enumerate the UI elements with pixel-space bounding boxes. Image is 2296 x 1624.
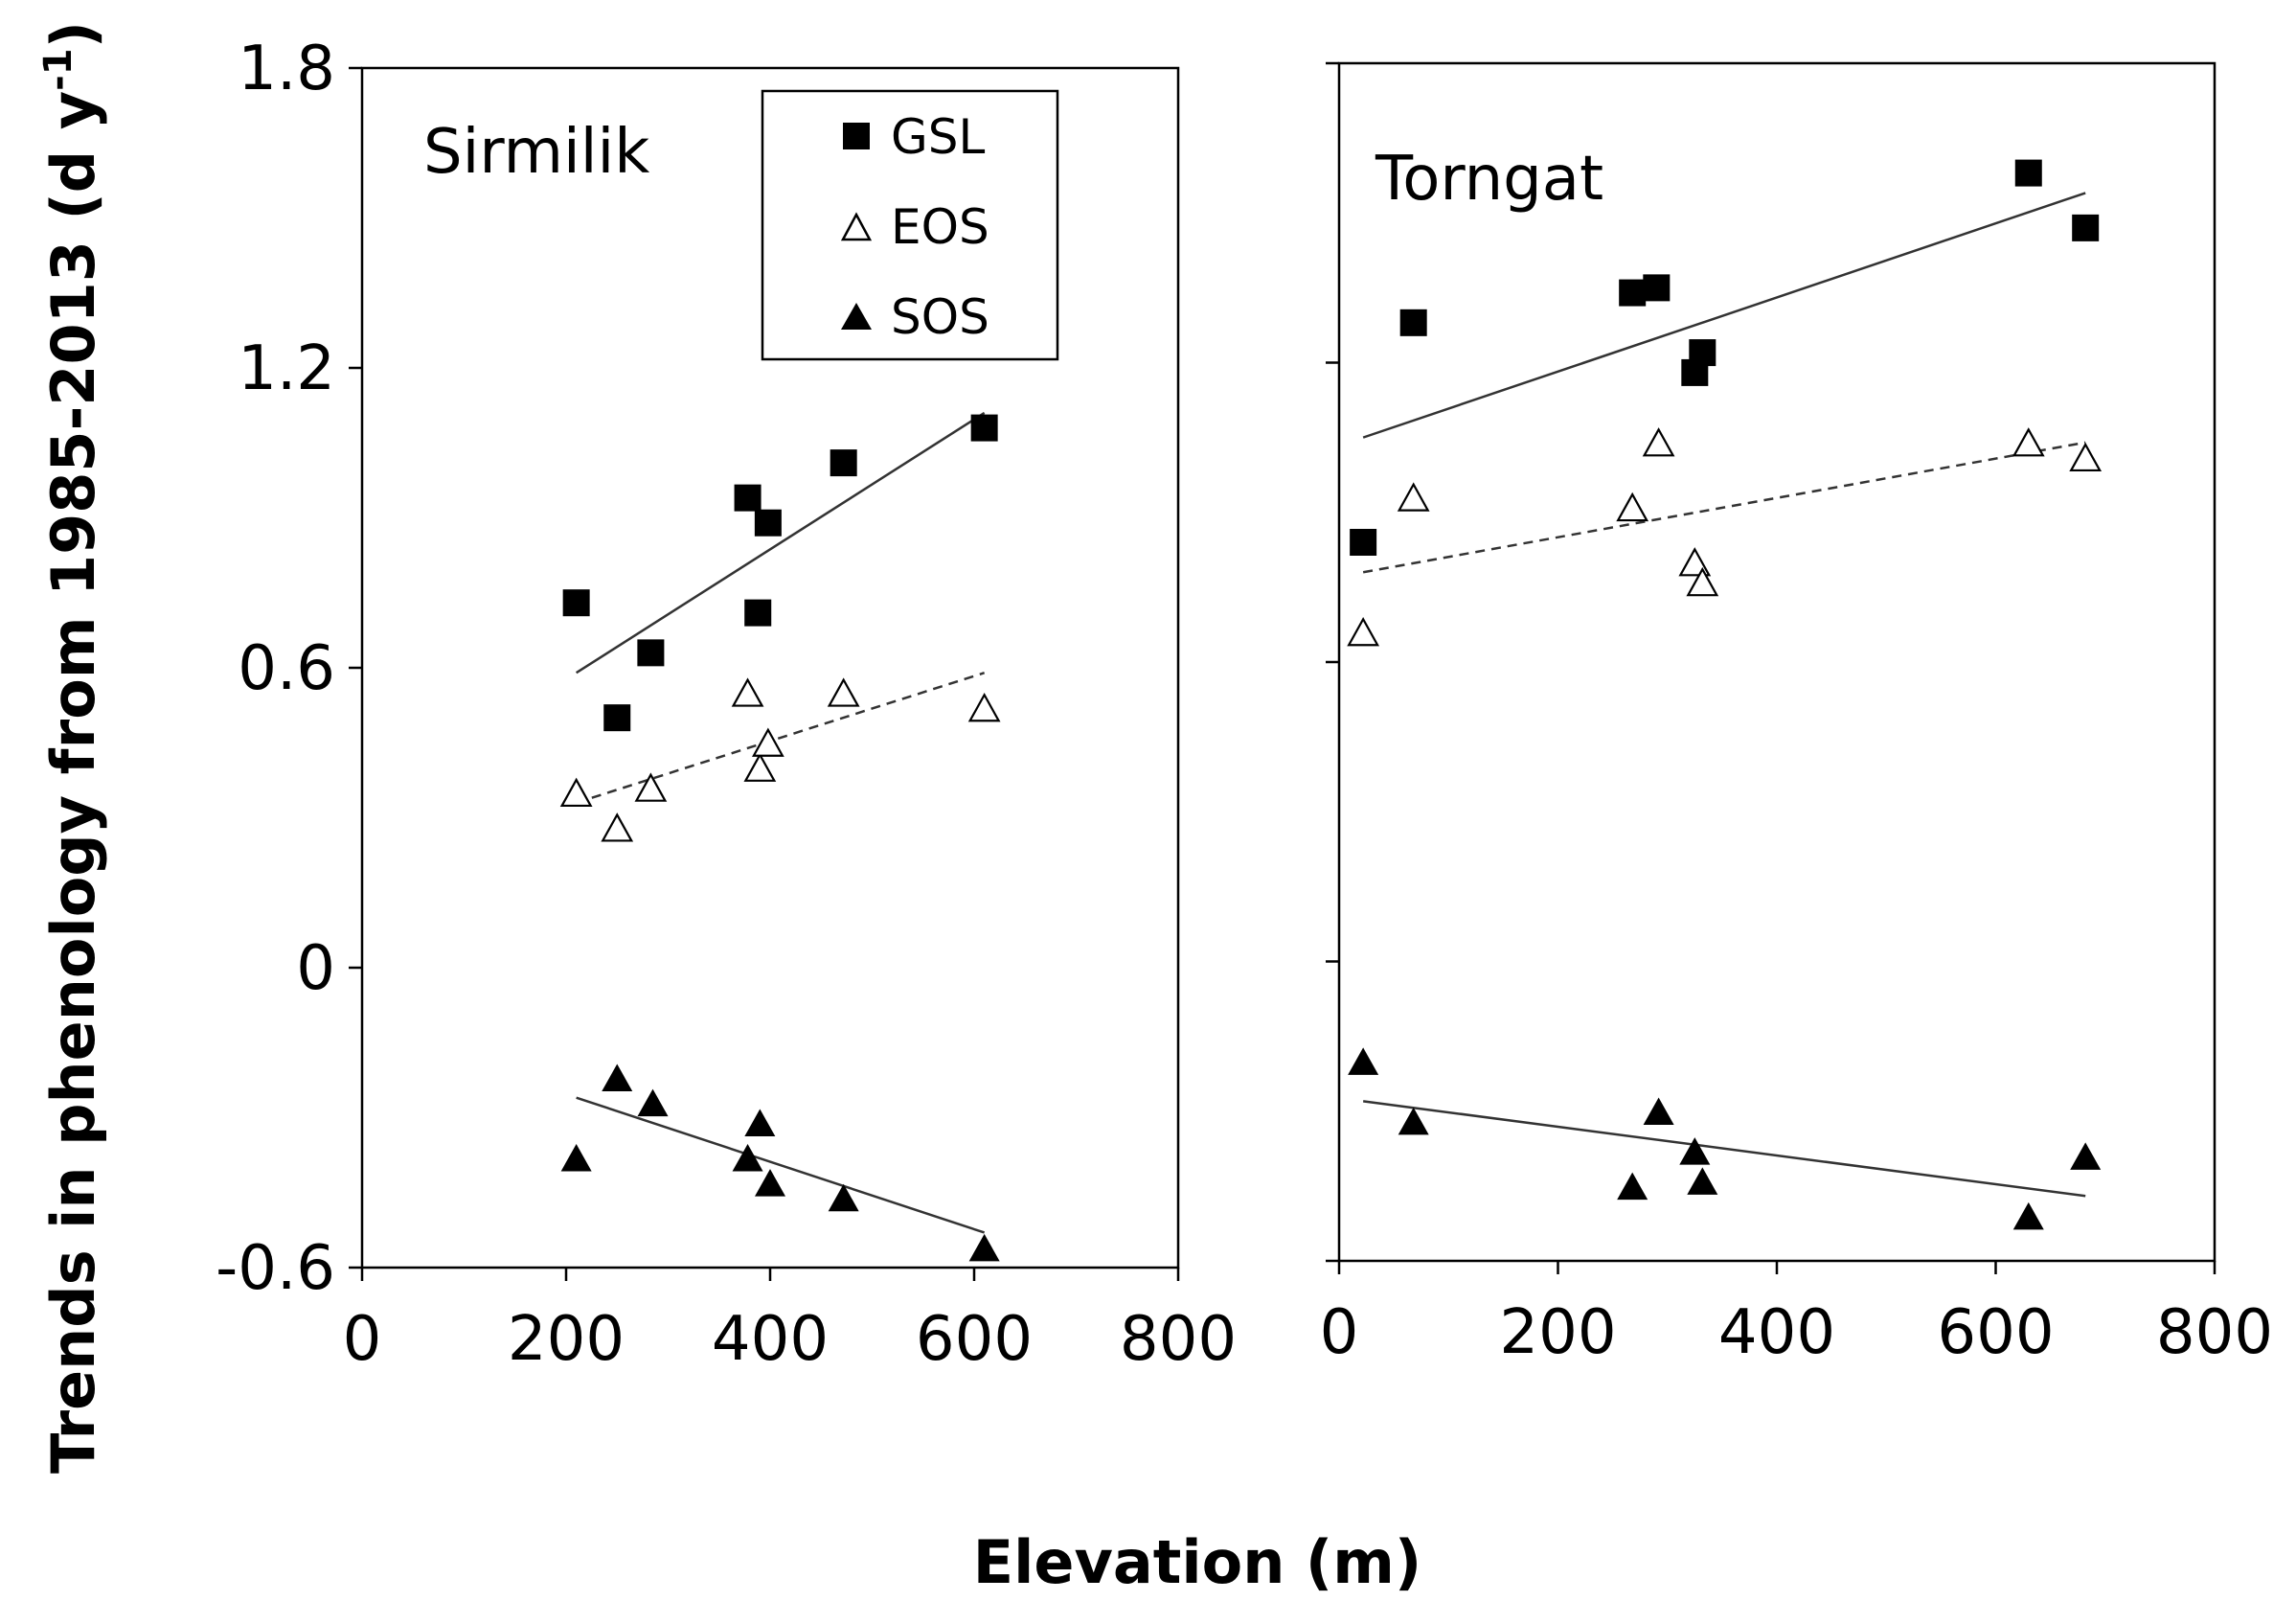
x-tick-label: 400 (1718, 1297, 1835, 1368)
x-tick-label: 600 (916, 1304, 1033, 1375)
panel-sirmilik-x-axis: 0 200 400 600 800 (343, 1268, 1237, 1375)
point-eos (2069, 442, 2103, 472)
point-eos (1678, 547, 1712, 577)
point-sos (1617, 1172, 1648, 1201)
point-eos (752, 727, 784, 757)
legend-eos-label: EOS (891, 199, 989, 255)
point-sos (1687, 1167, 1718, 1195)
x-tick-label: 0 (343, 1304, 382, 1375)
point-sos (1643, 1097, 1674, 1125)
y-tick-label: -0.6 (216, 1233, 335, 1304)
y-tick-label: 1.2 (238, 333, 335, 404)
point-eos (1397, 482, 1430, 512)
panel-torngat-x-axis: 0 200 400 600 800 (1320, 1261, 2273, 1368)
point-eos (559, 777, 593, 808)
point-sos (637, 1088, 669, 1117)
panel-torngat-trend-lines (1362, 192, 2086, 1198)
point-eos (1616, 492, 1649, 522)
point-eos (1642, 427, 1675, 457)
panel-sirmilik-trend-lines (575, 411, 986, 1234)
y-axis-title-close: ) (38, 21, 108, 48)
panel-sirmilik-title: Sirmilik (423, 117, 649, 188)
point-eos (2012, 427, 2045, 457)
point-gsl (1619, 279, 1647, 307)
point-eos (731, 677, 764, 707)
point-eos (967, 692, 1001, 722)
y-axis-title: Trends in phenology from 1985-2013 (d y-… (36, 21, 108, 1474)
point-gsl (1689, 339, 1716, 367)
point-gsl (2014, 159, 2042, 187)
x-tick-label: 400 (712, 1304, 829, 1375)
point-sos (968, 1233, 1000, 1262)
point-gsl (734, 484, 762, 512)
legend: GSL EOS SOS (761, 89, 1059, 361)
point-gsl (1399, 309, 1427, 336)
x-tick-label: 200 (1499, 1297, 1616, 1368)
trend-line-sos (1362, 1100, 2086, 1198)
x-tick-label: 200 (508, 1304, 625, 1375)
point-eos (743, 752, 777, 782)
legend-sos-label: SOS (891, 289, 989, 345)
x-tick-label: 0 (1320, 1297, 1359, 1368)
point-gsl (637, 639, 665, 667)
x-tick-label: 600 (1937, 1297, 2054, 1368)
point-sos (2070, 1142, 2102, 1170)
point-sos (732, 1143, 763, 1172)
point-eos (1686, 566, 1719, 597)
y-tick-label: 1.8 (238, 34, 335, 104)
point-gsl (744, 599, 772, 627)
panel-sirmilik-points (559, 414, 1001, 1262)
point-sos (755, 1169, 785, 1197)
trend-line-gsl (1362, 192, 2086, 439)
y-tick-label: 0.6 (238, 633, 335, 704)
point-gsl (562, 589, 590, 617)
legend-eos-marker (840, 212, 873, 241)
point-eos (827, 677, 860, 707)
trend-line-eos (576, 672, 986, 805)
panel-torngat: 0 200 400 600 800 Torngat (1320, 61, 2273, 1368)
point-sos (560, 1143, 592, 1172)
point-eos (1347, 616, 1380, 647)
point-sos (2012, 1201, 2044, 1230)
legend-gsl-label: GSL (891, 109, 985, 165)
point-sos (828, 1183, 859, 1212)
point-sos (744, 1109, 776, 1136)
legend-sos-marker (841, 303, 872, 330)
panel-torngat-y-axis (1326, 61, 1339, 1263)
point-sos (1679, 1137, 1711, 1165)
point-sos (1348, 1047, 1379, 1075)
point-sos (602, 1064, 633, 1092)
x-tick-label: 800 (1120, 1304, 1237, 1375)
point-gsl (603, 704, 631, 732)
legend-gsl-marker (843, 123, 870, 149)
point-gsl (1350, 529, 1377, 556)
panel-torngat-points (1347, 159, 2103, 1230)
x-tick-label: 800 (2156, 1297, 2273, 1368)
x-axis-title: Elevation (m) (973, 1527, 1421, 1597)
point-gsl (970, 414, 998, 442)
point-eos (601, 812, 634, 842)
y-axis-title-main: Trends in phenology from 1985-2013 (d y (38, 91, 108, 1474)
trend-line-sos (576, 1096, 986, 1234)
point-eos (634, 772, 668, 802)
trend-line-gsl (575, 411, 986, 675)
point-sos (1398, 1107, 1429, 1135)
point-gsl (830, 449, 857, 477)
panel-torngat-frame (1337, 61, 2216, 1263)
point-gsl (754, 509, 782, 537)
panel-torngat-title: Torngat (1375, 144, 1603, 215)
legend-box (761, 89, 1059, 361)
y-tick-label: 0 (296, 933, 335, 1004)
point-gsl (1643, 274, 1671, 302)
trend-line-eos (1362, 441, 2086, 574)
point-gsl (2072, 214, 2100, 241)
panel-sirmilik: 1.81.20.60-0.6 0 200 400 600 800 Sirmilik GS… (216, 34, 1237, 1375)
y-axis-title-superscript: -1 (36, 48, 80, 90)
panel-sirmilik-y-axis: 1.8 1.2 0.6 0 -0.6 (216, 34, 362, 1304)
